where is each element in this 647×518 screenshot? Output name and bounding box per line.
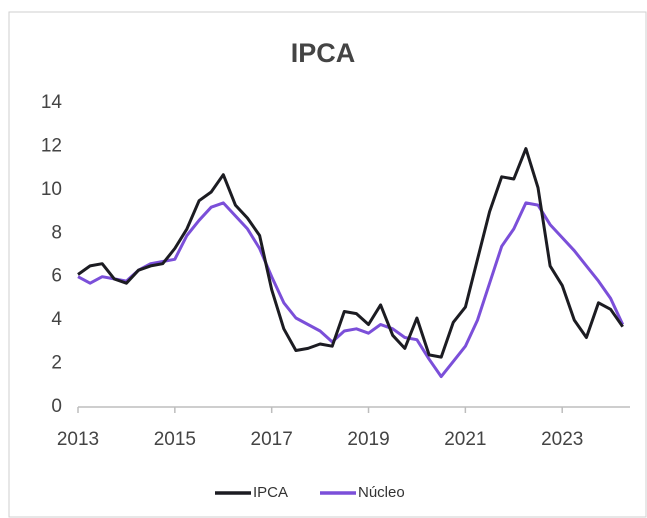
x-tick-label: 2019 [347, 429, 389, 450]
y-tick-label: 10 [41, 179, 62, 200]
y-tick-label: 14 [41, 92, 63, 113]
legend-label: IPCA [253, 484, 288, 501]
legend-label: Núcleo [358, 484, 405, 501]
series-line [77, 147, 624, 359]
y-tick-label: 2 [51, 353, 62, 374]
y-tick-label: 6 [51, 266, 62, 287]
x-tick-label: 2013 [57, 429, 99, 450]
chart-title: IPCA [291, 38, 356, 68]
x-tick-label: 2021 [444, 429, 486, 450]
y-tick-label: 4 [51, 309, 62, 330]
y-tick-label: 8 [51, 222, 62, 243]
y-tick-label: 12 [41, 135, 62, 156]
x-tick-label: 2015 [154, 429, 196, 450]
series-line [77, 201, 625, 379]
chart-frame [8, 11, 647, 518]
y-tick-label: 0 [51, 396, 62, 417]
x-tick-label: 2023 [541, 429, 583, 450]
x-tick-label: 2017 [251, 429, 293, 450]
